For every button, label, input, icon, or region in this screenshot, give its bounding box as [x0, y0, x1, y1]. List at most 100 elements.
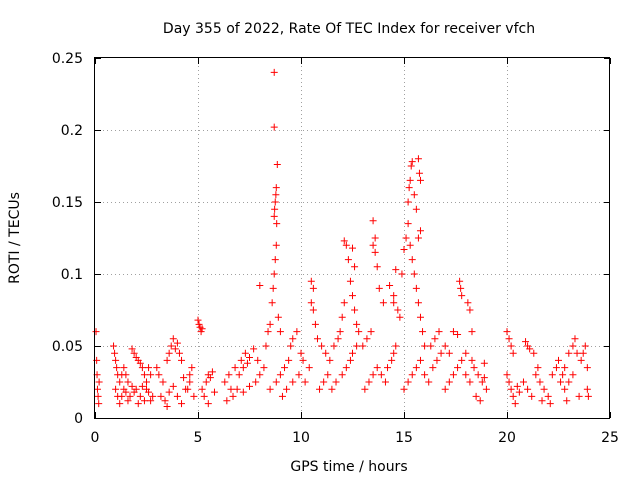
data-point	[225, 371, 233, 379]
data-point	[198, 325, 206, 333]
data-point	[243, 359, 251, 367]
data-point	[273, 161, 281, 169]
data-point	[169, 382, 177, 390]
data-point	[198, 385, 206, 393]
data-point	[271, 205, 279, 213]
grid-layer	[95, 58, 610, 418]
data-point	[145, 364, 153, 372]
data-point	[361, 385, 369, 393]
data-point	[478, 378, 486, 386]
data-point	[336, 328, 344, 336]
data-point	[377, 371, 385, 379]
data-point	[388, 356, 396, 364]
data-point	[355, 328, 363, 336]
data-point	[406, 176, 414, 184]
data-point	[235, 371, 243, 379]
data-point	[480, 359, 488, 367]
data-point	[338, 371, 346, 379]
data-point	[507, 342, 515, 350]
data-point	[136, 359, 144, 367]
data-point	[93, 385, 101, 393]
data-point	[289, 378, 297, 386]
data-point	[532, 371, 540, 379]
data-point	[239, 364, 247, 372]
data-point	[503, 328, 511, 336]
data-point	[342, 364, 350, 372]
data-point	[112, 385, 120, 393]
data-point	[143, 378, 150, 386]
data-point	[536, 378, 544, 386]
data-point	[157, 392, 165, 400]
data-point	[120, 364, 128, 372]
data-point	[515, 388, 523, 396]
data-point	[273, 220, 281, 228]
data-point	[165, 349, 173, 357]
x-axis-title: GPS time / hours	[290, 459, 407, 475]
data-point	[250, 345, 258, 353]
data-point	[237, 356, 245, 364]
data-point	[416, 313, 424, 321]
data-point	[227, 385, 235, 393]
data-point	[433, 356, 441, 364]
data-point	[307, 277, 315, 285]
data-point	[301, 378, 309, 386]
data-point	[289, 335, 297, 343]
data-point	[155, 371, 163, 379]
data-point	[122, 388, 130, 396]
data-point	[511, 400, 519, 408]
data-point	[392, 342, 400, 350]
data-point	[435, 328, 443, 336]
data-point	[546, 400, 554, 408]
y-tick-label: 0.2	[61, 123, 83, 139]
data-point	[178, 400, 186, 408]
data-point	[163, 356, 171, 364]
data-point	[371, 234, 379, 242]
data-point	[271, 256, 279, 264]
data-point	[583, 364, 591, 372]
data-point	[468, 328, 476, 336]
data-point	[342, 241, 350, 249]
data-point	[113, 364, 121, 372]
data-point	[441, 385, 449, 393]
data-point	[369, 217, 377, 225]
data-point	[266, 320, 274, 328]
data-point	[509, 392, 517, 400]
data-point	[565, 378, 573, 386]
data-point	[171, 345, 179, 353]
data-point	[116, 400, 124, 408]
data-point	[334, 335, 342, 343]
ticks-layer: 0 5 10 15 20 25 0 0.05 0.1 0.15 0.2 0.25	[52, 51, 619, 446]
y-tick-label: 0.15	[52, 195, 83, 211]
data-point	[169, 335, 177, 343]
data-point	[246, 354, 253, 362]
data-point	[575, 392, 583, 400]
data-point	[254, 356, 262, 364]
data-point	[581, 342, 589, 350]
data-point	[138, 364, 146, 372]
data-point	[278, 392, 286, 400]
data-point	[544, 392, 552, 400]
data-point	[173, 339, 181, 347]
data-point	[416, 176, 424, 184]
data-point	[272, 184, 280, 192]
data-point	[320, 378, 328, 386]
data-point	[353, 320, 361, 328]
data-point	[412, 364, 420, 372]
data-point	[404, 378, 412, 386]
data-point	[524, 385, 532, 393]
data-point	[373, 364, 381, 372]
data-point	[313, 335, 321, 343]
data-point	[92, 328, 100, 336]
data-point	[583, 385, 591, 393]
data-point	[449, 371, 457, 379]
data-point	[256, 282, 264, 290]
data-point	[252, 378, 260, 386]
data-point	[530, 349, 538, 357]
data-point	[421, 342, 429, 350]
data-point	[407, 162, 415, 170]
data-point	[270, 270, 278, 278]
data-point	[324, 371, 332, 379]
data-point	[381, 378, 389, 386]
data-point	[111, 349, 119, 357]
